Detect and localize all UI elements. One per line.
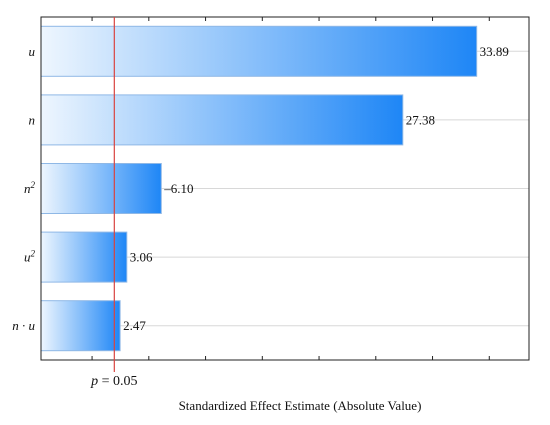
y-category-label-nu: n · u: [12, 318, 35, 333]
reference-line-label-rest: = 0.05: [98, 374, 137, 389]
bar-u: [40, 25, 478, 77]
y-category-label-n2: n2: [24, 180, 36, 196]
y-category-label-u: u: [29, 44, 36, 59]
x-axis-ticks: [91, 17, 490, 360]
bar-nu: [40, 300, 121, 352]
bar-value-label-n2: –6.10: [163, 181, 193, 196]
bar-u2: [40, 231, 128, 283]
plot-frame: [40, 16, 530, 361]
bar-value-label-u2: 3.06: [130, 250, 153, 265]
y-category-label-u2: u2: [24, 249, 36, 265]
reference-line-label-var: p: [90, 374, 98, 389]
x-axis-title: Standardized Effect Estimate (Absolute V…: [179, 398, 422, 413]
y-category-label-n: n: [29, 112, 36, 127]
bar-n: [40, 94, 404, 146]
bar-value-label-nu: 2.47: [123, 318, 146, 333]
bar-value-label-u: 33.89: [480, 44, 509, 59]
reference-line-label: p = 0.05: [90, 374, 137, 389]
bar-value-labels: 33.89 27.38 –6.10 3.06 2.47: [123, 44, 509, 333]
y-axis-category-labels: u n n2 u2 n · u: [12, 44, 35, 333]
bar-n2: [40, 163, 162, 214]
bar-value-label-n: 27.38: [406, 112, 435, 127]
